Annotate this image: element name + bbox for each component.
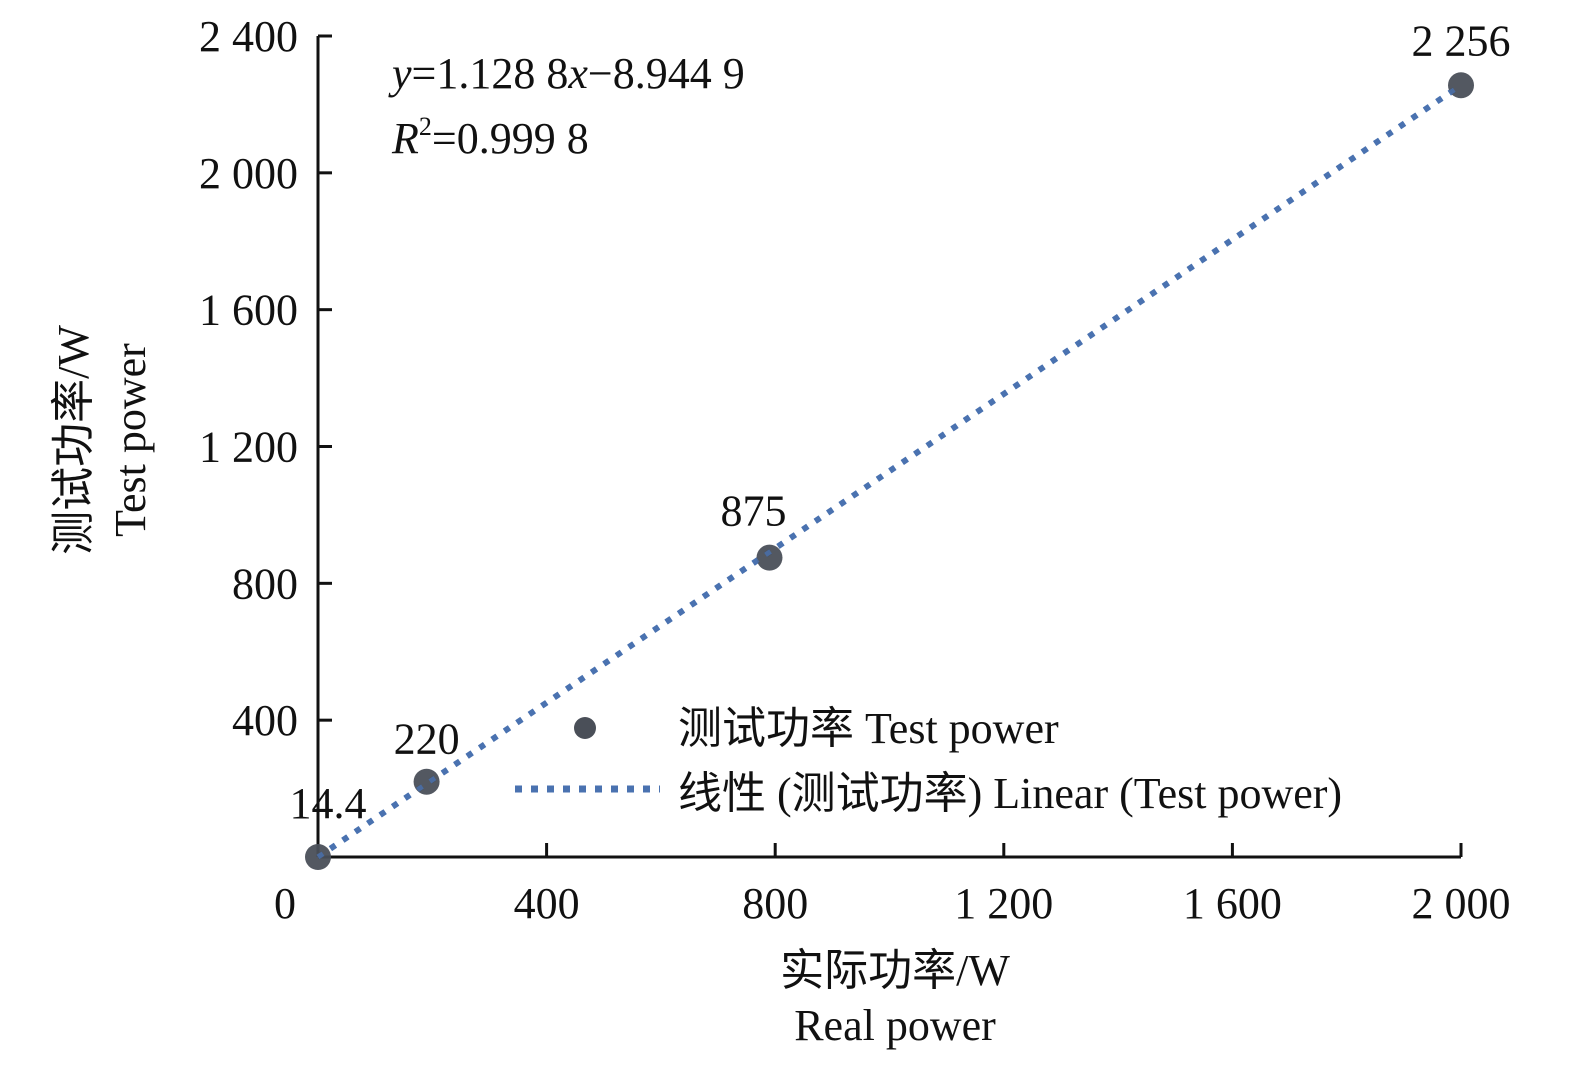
y-tick-label: 400 <box>232 696 298 745</box>
x-axis-title-en: Real power <box>794 1001 996 1050</box>
x-axis-title: 实际功率/W <box>780 946 1010 995</box>
y-tick-label: 2 000 <box>199 149 298 198</box>
x-tick-label: 0 <box>274 879 296 928</box>
data-label: 875 <box>720 487 786 536</box>
data-point <box>413 768 440 795</box>
trendline-equation: y=1.128 8x−8.944 9 <box>388 49 745 98</box>
trendline-overlay <box>316 83 1463 860</box>
x-tick-label: 1 200 <box>954 879 1053 928</box>
legend-marker-point <box>574 717 596 739</box>
legend-label-test-power: 测试功率 Test power <box>678 704 1059 753</box>
axes: 0 400 800 1 200 1 600 2 000 400 800 1 200 1 600 2 … <box>199 12 1511 928</box>
legend: 测试功率 Test power 线性 (测试功率) Linear (Test p… <box>515 704 1342 818</box>
x-tick-label: 1 600 <box>1183 879 1282 928</box>
y-axis-title: 测试功率/W <box>49 325 98 555</box>
r-squared: R2=0.999 8 <box>391 112 589 163</box>
y-tick-label: 1 600 <box>199 286 298 335</box>
data-label: 14.4 <box>290 779 367 828</box>
y-tick-label: 1 200 <box>199 423 298 472</box>
legend-label-linear: 线性 (测试功率) Linear (Test power) <box>678 769 1342 818</box>
x-tick-label: 800 <box>742 879 808 928</box>
data-label: 220 <box>394 715 460 764</box>
points-layer: 14.4 220 875 2 256 <box>290 16 1511 870</box>
data-label: 2 256 <box>1412 16 1511 65</box>
y-tick-label: 2 400 <box>199 12 298 61</box>
y-axis-title-en: Test power <box>106 343 155 537</box>
data-point <box>756 544 783 571</box>
y-tick-label: 800 <box>232 559 298 608</box>
x-tick-label: 2 000 <box>1412 879 1511 928</box>
x-tick-label: 400 <box>514 879 580 928</box>
